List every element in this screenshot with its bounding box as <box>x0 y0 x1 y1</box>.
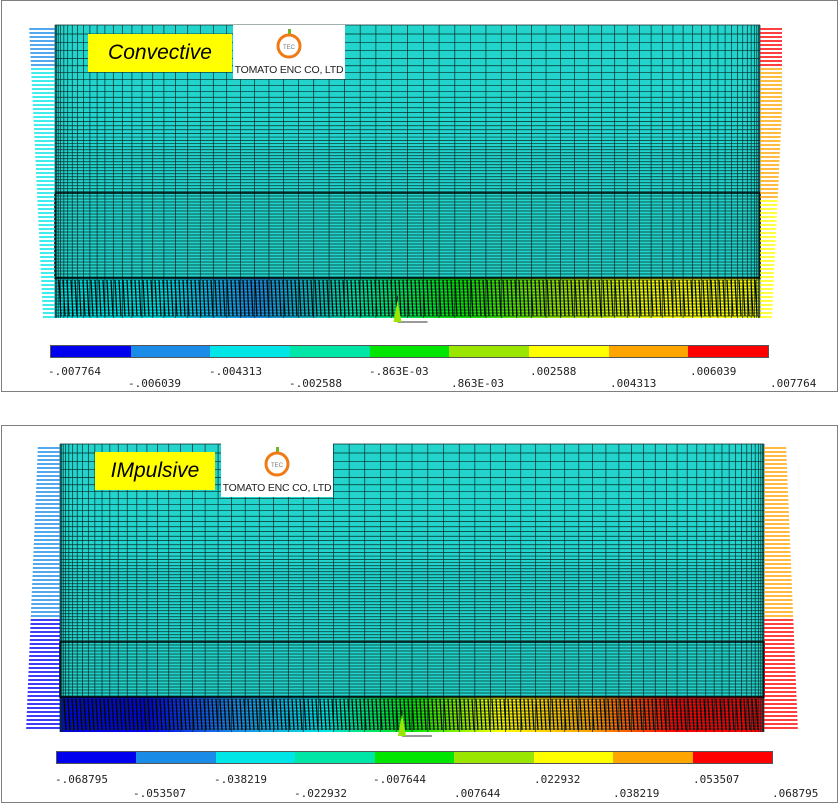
left-pressure-arrows <box>26 447 60 729</box>
legend-swatch <box>136 752 216 763</box>
legend-swatch <box>215 752 296 763</box>
legend-tick: -.022932 <box>294 787 347 800</box>
legend-swatch <box>374 752 455 763</box>
mode-label-convective: Convective <box>88 34 232 72</box>
impulsive-panel: IMpulsive TEC TOMATO ENC CO, LTD -.06879… <box>1 425 838 803</box>
legend-swatch <box>449 346 530 357</box>
legend-swatch <box>295 752 375 763</box>
legend-tick: .068795 <box>772 787 819 800</box>
right-pressure-arrows <box>764 447 798 729</box>
logo-text: TOMATO ENC CO, LTD <box>222 482 332 494</box>
mesh-plot-impulsive <box>26 443 798 737</box>
legend-swatch <box>529 346 609 357</box>
mesh-dense-zone <box>58 279 758 317</box>
legend-swatch <box>369 346 450 357</box>
legend-tick: -.068795 <box>55 773 108 786</box>
legend-tick: -.004313 <box>209 365 262 378</box>
company-logo: TEC TOMATO ENC CO, LTD <box>233 25 345 79</box>
company-logo: TEC TOMATO ENC CO, LTD <box>221 443 333 497</box>
legend-swatch <box>688 346 769 357</box>
legend-swatch <box>210 346 291 357</box>
logo-text: TOMATO ENC CO, LTD <box>234 64 344 76</box>
legend-swatch <box>454 752 534 763</box>
fe-mesh <box>29 24 782 323</box>
legend-swatch <box>613 752 693 763</box>
svg-text:TEC: TEC <box>283 45 296 51</box>
legend-tick: .863E-03 <box>451 377 504 390</box>
legend-tick: -.002588 <box>289 377 342 390</box>
legend-swatch <box>130 346 211 357</box>
legend-tick: -.038219 <box>214 773 267 786</box>
tec-logo-icon: TEC <box>276 29 302 59</box>
svg-text:TEC: TEC <box>271 463 284 469</box>
legend-swatch <box>290 346 370 357</box>
right-pressure-arrows <box>760 28 782 318</box>
axis-triad <box>393 296 428 323</box>
legend-tick: -.007644 <box>373 773 426 786</box>
legend-swatch <box>608 346 689 357</box>
legend-tick: .053507 <box>693 773 740 786</box>
mesh-dense-zone <box>63 698 759 731</box>
tec-logo-icon: TEC <box>264 447 290 477</box>
mode-label-impulsive: IMpulsive <box>95 452 215 490</box>
mesh-plot-convective <box>29 24 782 323</box>
convective-panel: Convective TEC TOMATO ENC CO, LTD -.0077… <box>1 0 838 392</box>
axis-triad <box>398 710 432 737</box>
legend-swatch <box>51 346 131 357</box>
legend-tick: .007764 <box>770 377 817 390</box>
legend-swatch <box>533 752 614 763</box>
legend-tick: .022932 <box>534 773 581 786</box>
contour-legend-convective <box>50 345 769 358</box>
legend-tick: -.007764 <box>48 365 101 378</box>
legend-tick: .006039 <box>690 365 737 378</box>
legend-tick: .004313 <box>610 377 657 390</box>
legend-tick: -.006039 <box>128 377 181 390</box>
contour-legend-impulsive <box>56 751 773 764</box>
legend-swatch <box>57 752 137 763</box>
legend-tick: -.053507 <box>133 787 186 800</box>
fe-mesh <box>26 443 798 737</box>
left-pressure-arrows <box>29 28 55 318</box>
legend-tick: -.863E-03 <box>369 365 429 378</box>
mesh-grid <box>59 443 765 732</box>
legend-tick: .002588 <box>530 365 577 378</box>
legend-tick: .007644 <box>454 787 501 800</box>
legend-tick: .038219 <box>613 787 660 800</box>
legend-swatch <box>692 752 772 763</box>
